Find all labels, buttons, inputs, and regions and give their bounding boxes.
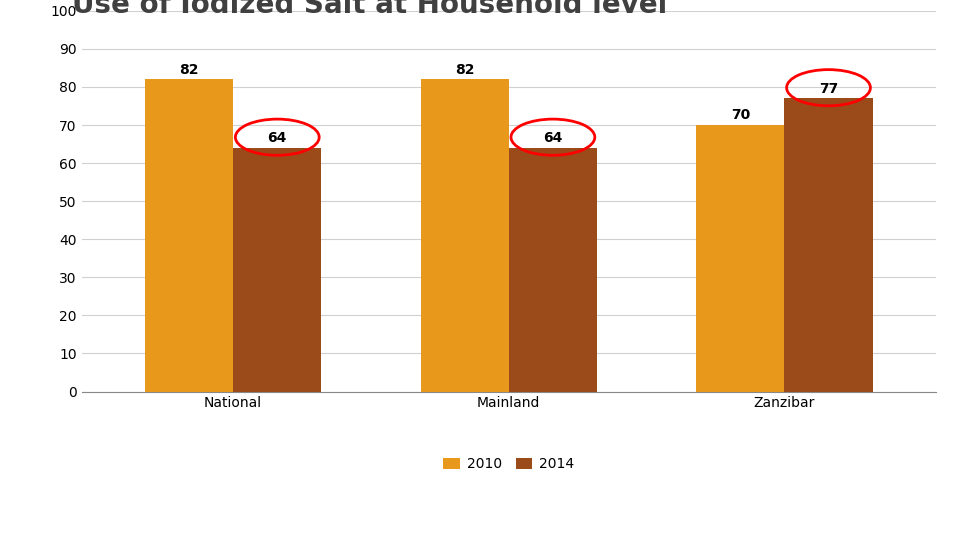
Bar [696, 125, 784, 392]
Bar [233, 148, 322, 392]
Bar [145, 79, 233, 392]
Text: 82: 82 [180, 63, 199, 77]
Text: 64: 64 [268, 131, 287, 145]
Bar [784, 98, 873, 392]
Text: 64: 64 [543, 131, 563, 145]
Text: 77: 77 [819, 82, 838, 96]
Text: 82: 82 [455, 63, 474, 77]
Legend: 2010, 2014: 2010, 2014 [438, 452, 580, 477]
Text: Use of Iodized Salt at Household level: Use of Iodized Salt at Household level [72, 0, 667, 19]
Text: Use of Iodized  Salt at Household level has decreased in Mainland despite: Use of Iodized Salt at Household level h… [24, 465, 772, 484]
Text: provision of potassium iodate to TASPA: provision of potassium iodate to TASPA [24, 508, 421, 526]
Text: 70: 70 [731, 109, 750, 123]
Bar [509, 148, 597, 392]
Bar [420, 79, 509, 392]
